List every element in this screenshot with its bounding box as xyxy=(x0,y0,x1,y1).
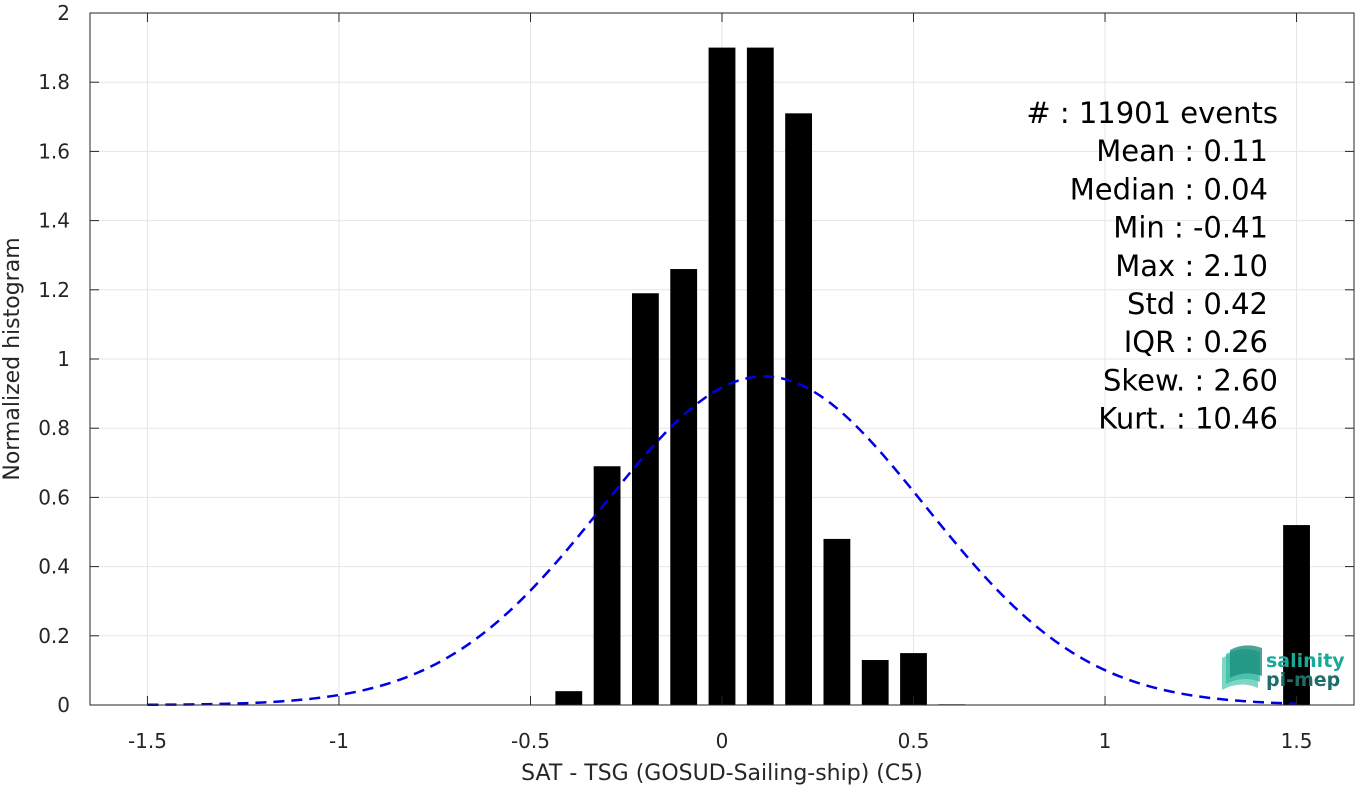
y-tick-label: 1.6 xyxy=(38,139,70,163)
y-tick-label: 0.8 xyxy=(38,416,70,440)
logo-text-pi-mep: pi-mep xyxy=(1266,669,1340,691)
stat-line: # : 11901 events xyxy=(1026,96,1278,130)
y-tick-label: 1.2 xyxy=(38,278,70,302)
x-tick-label: 0.5 xyxy=(898,729,930,753)
stat-line: Mean : 0.11 xyxy=(1096,134,1268,168)
stat-line: Max : 2.10 xyxy=(1115,249,1268,283)
x-tick-label: -1 xyxy=(329,729,349,753)
x-tick-label: 0 xyxy=(716,729,729,753)
x-tick-label: 1.5 xyxy=(1281,729,1313,753)
x-tick-label: -0.5 xyxy=(511,729,550,753)
stat-line: IQR : 0.26 xyxy=(1124,325,1268,359)
x-axis-label: SAT - TSG (GOSUD-Sailing-ship) (C5) xyxy=(521,761,923,786)
histogram-bars xyxy=(555,47,1310,706)
histogram-bar xyxy=(823,538,851,705)
normal-fit-curve xyxy=(147,375,1297,707)
salinity-pi-mep-logo: salinity pi-mep xyxy=(1222,645,1345,691)
stat-line: Kurt. : 10.46 xyxy=(1098,402,1278,436)
stat-line: Min : -0.41 xyxy=(1113,211,1268,245)
x-axis-ticks: -1.5 -1 -0.5 0 0.5 1 1.5 xyxy=(128,13,1313,753)
histogram-bar xyxy=(785,113,813,706)
y-axis-ticks: 0 0.2 0.4 0.6 0.8 1 1.2 1.4 1.6 1.8 2 xyxy=(38,1,1354,717)
stat-line: Std : 0.42 xyxy=(1127,287,1268,321)
histogram-bar xyxy=(555,691,583,705)
y-tick-label: 1.8 xyxy=(38,70,70,94)
stat-line: Median : 0.04 xyxy=(1070,172,1268,206)
y-axis-label: Normalized histogram xyxy=(0,237,25,480)
histogram-bar xyxy=(1283,525,1310,705)
y-tick-label: 0.6 xyxy=(38,485,70,509)
histogram-bar xyxy=(861,660,889,705)
y-tick-label: 1.4 xyxy=(38,209,70,233)
y-tick-label: 2 xyxy=(57,1,70,25)
y-tick-label: 1 xyxy=(57,347,70,371)
logo-waves-icon xyxy=(1222,645,1262,690)
histogram-bar xyxy=(631,293,659,705)
y-tick-label: 0.4 xyxy=(38,555,70,579)
histogram-bar xyxy=(593,466,621,705)
x-tick-label: -1.5 xyxy=(128,729,167,753)
stat-line: Skew. : 2.60 xyxy=(1103,363,1278,397)
histogram-bar xyxy=(670,269,698,705)
logo-text-salinity: salinity xyxy=(1266,650,1345,672)
x-tick-label: 1 xyxy=(1099,729,1112,753)
y-tick-label: 0.2 xyxy=(38,624,70,648)
statistics-box: # : 11901 events Mean : 0.11 Median : 0.04… xyxy=(1026,96,1278,436)
y-tick-label: 0 xyxy=(57,693,70,717)
histogram-bar xyxy=(708,47,736,706)
